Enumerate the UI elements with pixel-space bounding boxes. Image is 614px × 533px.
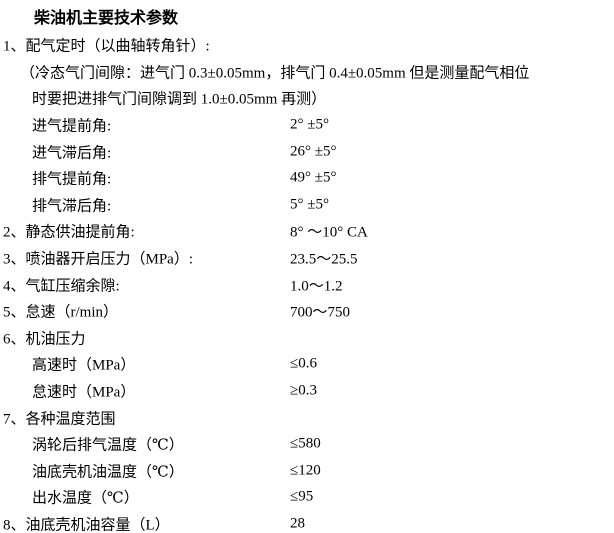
- param-label: 6、机油压力: [3, 331, 86, 348]
- row-oil-pressure-high-speed: 高速时（MPa） ≤0.6: [0, 351, 614, 378]
- param-value: ≤580: [290, 435, 321, 452]
- param-label: 进气提前角:: [32, 118, 112, 135]
- param-value: 8° ～10° CA: [290, 224, 368, 241]
- row-intake-advance-angle: 进气提前角: 2° ±5°: [0, 112, 614, 139]
- row-oil-sump-oil-temp: 油底壳机油温度（℃） ≤120: [0, 458, 614, 485]
- item-oil-sump-capacity: 8、油底壳机油容量（L） 28: [0, 511, 614, 533]
- row-exhaust-temp-after-turbo: 涡轮后排气温度（℃） ≤580: [0, 431, 614, 458]
- row-outlet-water-temp: 出水温度（℃） ≤95: [0, 484, 614, 511]
- param-label: 5、怠速（r/min）: [3, 304, 118, 321]
- param-label: 排气提前角:: [32, 171, 112, 188]
- item-static-fuel-advance-angle: 2、静态供油提前角: 8° ～10° CA: [0, 218, 614, 245]
- param-label: 出水温度（℃）: [32, 490, 139, 507]
- page-title: 柴油机主要技术参数: [34, 10, 179, 27]
- param-label: 进气滞后角:: [32, 145, 112, 162]
- param-value: 2° ±5°: [290, 116, 329, 133]
- param-value: 1.0～1.2: [290, 278, 343, 295]
- param-label: 3、喷油器开启压力（MPa）:: [3, 251, 194, 268]
- note-cold-valve-clearance-cont: 时要把进排气门间隙调到 1.0±0.05mm 再测）: [0, 85, 614, 112]
- param-label: （冷态气门间隙：进气门 0.3±0.05mm，排气门 0.4±0.05mm 但是…: [20, 65, 530, 82]
- row-intake-lag-angle: 进气滞后角: 26° ±5°: [0, 138, 614, 165]
- param-value: ≤95: [290, 488, 314, 505]
- item-cylinder-compression-clearance: 4、气缸压缩余隙: 1.0～1.2: [0, 271, 614, 298]
- item-valve-timing: 1、配气定时（以曲轴转角针）:: [0, 32, 614, 59]
- item-oil-pressure: 6、机油压力: [0, 325, 614, 352]
- param-value: 49° ±5°: [290, 169, 337, 186]
- param-value: ≤120: [290, 462, 321, 479]
- param-label: 8、油底壳机油容量（L）: [3, 517, 170, 533]
- param-value: 28: [290, 515, 305, 532]
- item-temperature-ranges: 7、各种温度范围: [0, 404, 614, 431]
- param-value: 700～750: [290, 304, 351, 321]
- param-label: 排气滞后角:: [32, 198, 112, 215]
- row-exhaust-advance-angle: 排气提前角: 49° ±5°: [0, 165, 614, 192]
- row-oil-pressure-idle: 怠速时（MPa） ≥0.3: [0, 378, 614, 405]
- parameter-list: 1、配气定时（以曲轴转角针）: （冷态气门间隙：进气门 0.3±0.05mm，排气…: [0, 32, 614, 533]
- param-value: ≥0.3: [290, 382, 317, 399]
- param-label: 油底壳机油温度（℃）: [32, 464, 184, 481]
- param-value: 26° ±5°: [290, 143, 337, 160]
- param-label: 2、静态供油提前角:: [3, 224, 135, 241]
- item-idle-speed: 5、怠速（r/min） 700～750: [0, 298, 614, 325]
- param-label: 高速时（MPa）: [32, 357, 136, 374]
- param-label: 1、配气定时（以曲轴转角针）:: [3, 38, 210, 55]
- param-label: 4、气缸压缩余隙:: [3, 278, 120, 295]
- param-label: 时要把进排气门间隙调到 1.0±0.05mm 再测）: [32, 91, 327, 108]
- param-label: 7、各种温度范围: [3, 411, 116, 428]
- param-value: 5° ±5°: [290, 196, 329, 213]
- row-exhaust-lag-angle: 排气滞后角: 5° ±5°: [0, 192, 614, 219]
- note-cold-valve-clearance: （冷态气门间隙：进气门 0.3±0.05mm，排气门 0.4±0.05mm 但是…: [0, 59, 614, 86]
- item-injector-opening-pressure: 3、喷油器开启压力（MPa）: 23.5～25.5: [0, 245, 614, 272]
- param-value: ≤0.6: [290, 355, 317, 372]
- param-label: 怠速时（MPa）: [32, 384, 136, 401]
- param-value: 23.5～25.5: [290, 251, 358, 268]
- param-label: 涡轮后排气温度（℃）: [32, 437, 184, 454]
